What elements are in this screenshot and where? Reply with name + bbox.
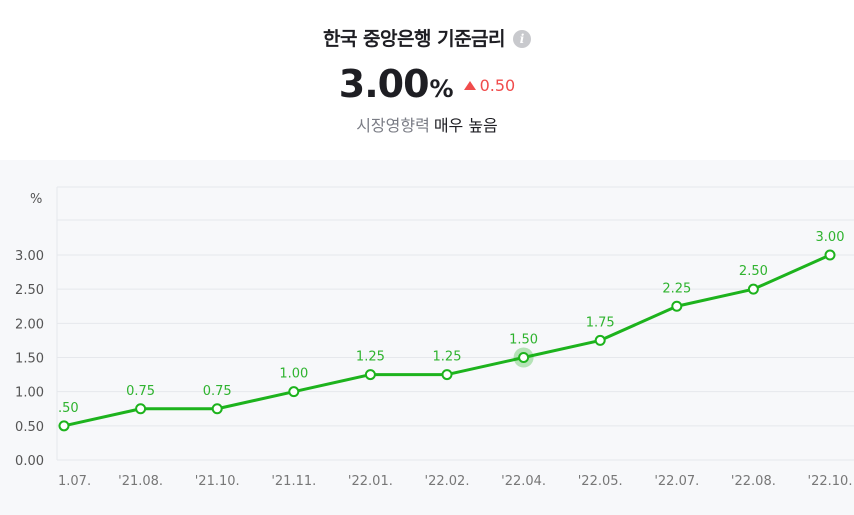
up-triangle-icon [463,81,476,90]
data-label: .50 [58,401,79,416]
data-label: 3.00 [816,230,845,245]
data-point[interactable] [364,369,376,381]
y-tick-label: 2.00 [15,317,44,332]
data-point[interactable] [211,403,223,415]
data-label: 1.00 [279,367,308,382]
x-tick-label: '22.05. [578,474,623,489]
data-point[interactable] [288,386,300,398]
rate-change-value: 0.50 [479,76,516,95]
market-impact-label: 시장영향력 [356,116,430,135]
data-label: 1.25 [356,350,385,365]
title-row: 한국 중앙은행 기준금리 i [0,24,854,51]
x-tick-label: '22.01. [348,474,393,489]
x-tick-label: '22.08. [731,474,776,489]
chart-title: 한국 중앙은행 기준금리 [322,28,506,50]
data-point[interactable] [747,283,759,295]
y-tick-label: 1.50 [15,352,44,367]
x-axis-ticks: 1.07. '21.08. '21.10. '21.11. '22.01. '22.02.… [58,474,852,489]
data-label: 0.75 [203,384,232,399]
data-label: 2.25 [662,281,691,296]
data-point[interactable] [441,369,453,381]
data-label: 0.75 [126,384,155,399]
y-tick-label: 0.00 [15,454,44,469]
value-row: 3.00% 0.50 [0,62,854,106]
chart-background [0,160,854,515]
data-labels: .50 0.75 0.75 1.00 1.25 1.25 1.50 1.75 2.25 2.50 3… [58,230,844,416]
data-label: 2.50 [739,264,768,279]
data-point[interactable] [671,300,683,312]
market-impact-value: 매우 높음 [433,116,498,135]
data-label: 1.25 [433,350,462,365]
data-points [58,249,836,432]
y-axis-ticks: 0.00 0.50 1.00 1.50 2.00 2.50 3.00 [15,249,44,469]
grid-lines [56,186,854,461]
market-impact: 시장영향력 매우 높음 [0,112,854,136]
x-tick-label: '21.10. [195,474,240,489]
x-tick-label: '21.08. [118,474,163,489]
x-tick-label: '22.07. [654,474,699,489]
y-tick-label: 2.50 [15,283,44,298]
current-rate-unit: % [429,75,454,103]
rate-line-chart: % 0.00 0.50 1.00 1.50 2.00 2.50 3.00 1.07. '21.… [15,186,854,489]
y-tick-label: 3.00 [15,249,44,264]
y-tick-label: 1.00 [15,386,44,401]
y-axis-unit-label: % [30,192,42,207]
data-point[interactable] [58,420,70,432]
y-tick-label: 0.50 [15,420,44,435]
data-point[interactable] [518,352,530,363]
data-point[interactable] [135,403,147,415]
series-line [63,253,831,428]
data-label: 1.75 [586,315,615,330]
current-rate-value: 3.00 [338,62,430,106]
x-tick-label: '22.10. [808,474,853,489]
info-icon[interactable]: i [513,30,532,48]
x-tick-label: '21.11. [271,474,316,489]
x-tick-label: 1.07. [58,474,91,489]
data-point[interactable] [594,334,606,346]
x-tick-label: '22.02. [425,474,470,489]
x-tick-label: '22.04. [501,474,546,489]
data-label: 1.50 [509,333,538,348]
rate-change: 0.50 [463,76,516,95]
rate-header: 한국 중앙은행 기준금리 i 3.00% 0.50 시장영향력 매우 높음 [0,0,854,160]
data-point[interactable] [824,249,836,261]
